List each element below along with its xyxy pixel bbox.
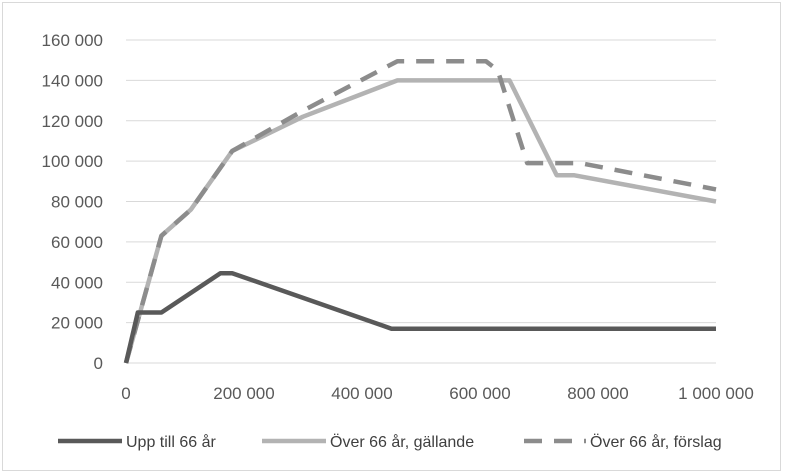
y-tick-label: 0 — [94, 354, 103, 373]
y-tick-label: 60 000 — [51, 233, 103, 252]
series-line-1 — [123, 78, 717, 364]
x-tick-label: 600 000 — [449, 384, 510, 403]
y-tick-label: 120 000 — [42, 112, 103, 131]
y-tick-label: 40 000 — [51, 273, 103, 292]
x-tick-label: 800 000 — [567, 384, 628, 403]
series-lines — [123, 58, 717, 364]
x-tick-label: 200 000 — [213, 384, 274, 403]
legend-label: Upp till 66 år — [126, 433, 216, 451]
series-line-2 — [123, 58, 717, 364]
y-tick-label: 20 000 — [51, 314, 103, 333]
x-tick-label: 400 000 — [331, 384, 392, 403]
x-tick-labels: 0 200 000 400 000 600 000 800 000 1 000 000 — [121, 384, 754, 403]
y-tick-labels: 0 20 000 40 000 60 000 80 000 100 000 120 000 1… — [42, 31, 103, 373]
x-tick-label: 0 — [121, 384, 130, 403]
y-tick-label: 160 000 — [42, 31, 103, 50]
series-line-0 — [123, 270, 716, 364]
y-tick-label: 80 000 — [51, 193, 103, 212]
legend-label: Över 66 år, förslag — [590, 433, 722, 451]
legend: Upp till 66 år Över 66 år, gällande Över 6… — [58, 433, 722, 451]
x-tick-label: 1 000 000 — [678, 384, 754, 403]
y-tick-label: 140 000 — [42, 71, 103, 90]
y-tick-label: 100 000 — [42, 152, 103, 171]
legend-label: Över 66 år, gällande — [330, 433, 474, 451]
